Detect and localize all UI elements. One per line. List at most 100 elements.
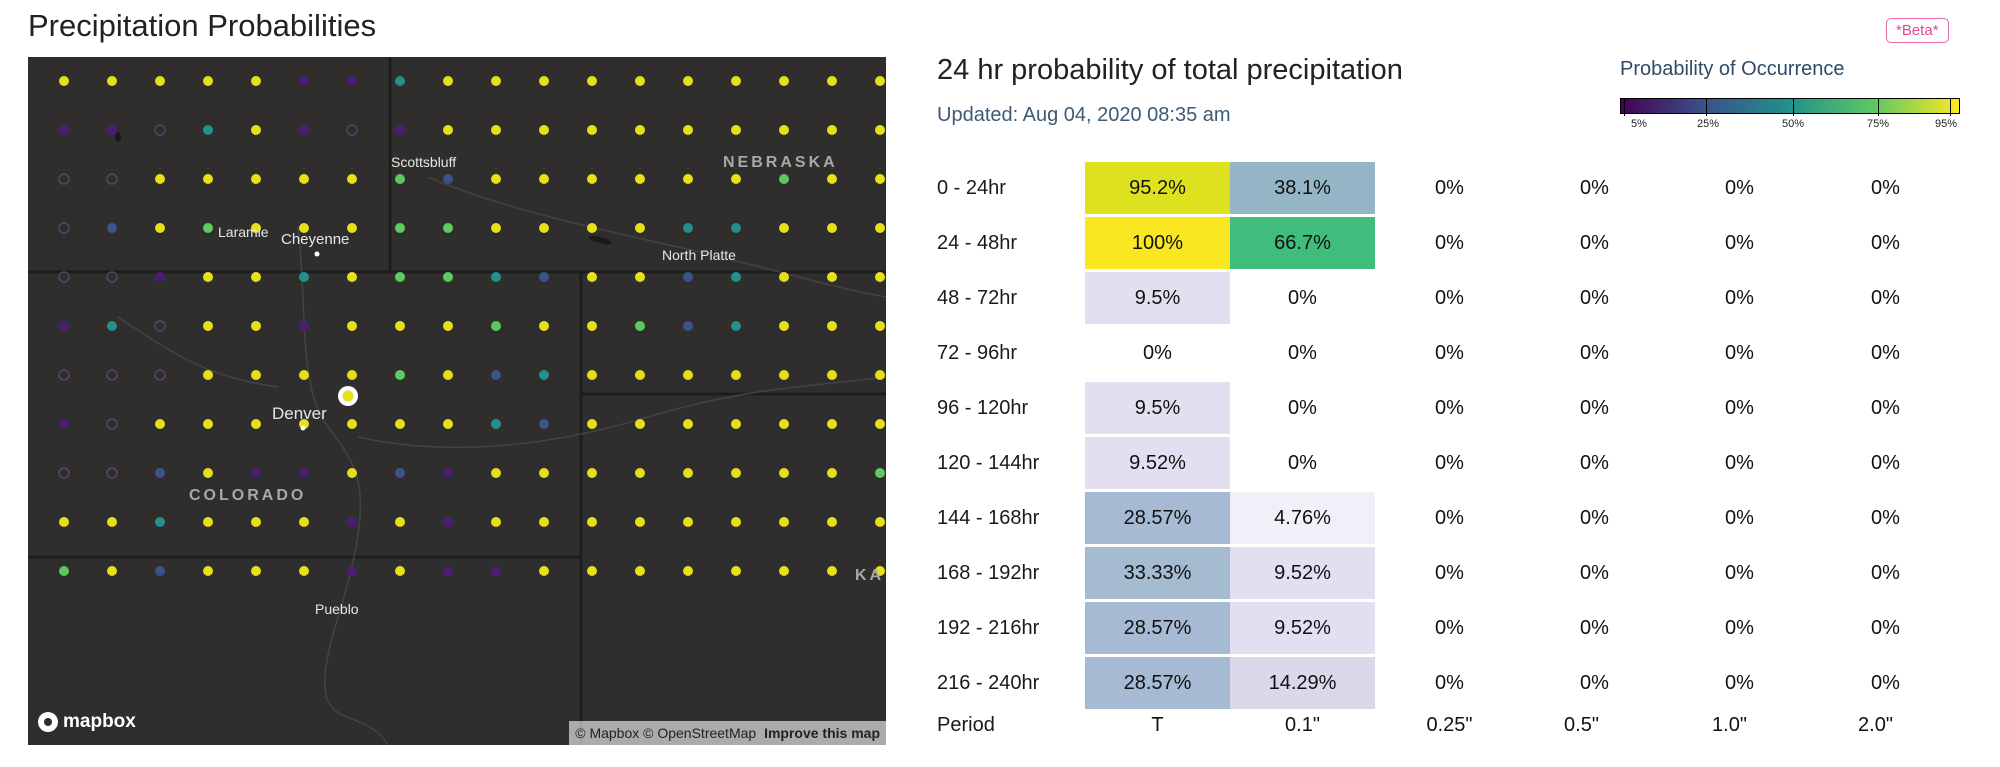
probability-dot[interactable] <box>347 272 357 282</box>
probability-dot[interactable] <box>827 321 837 331</box>
probability-dot[interactable] <box>683 419 693 429</box>
probability-dot[interactable] <box>155 174 165 184</box>
probability-dot[interactable] <box>731 566 741 576</box>
probability-dot[interactable] <box>731 272 741 282</box>
probability-dot[interactable] <box>731 468 741 478</box>
probability-dot[interactable] <box>587 272 597 282</box>
probability-dot[interactable] <box>395 125 405 135</box>
probability-dot[interactable] <box>107 321 117 331</box>
probability-dot[interactable] <box>395 223 405 233</box>
probability-dot[interactable] <box>779 419 789 429</box>
probability-dot[interactable] <box>587 321 597 331</box>
probability-dot[interactable] <box>251 125 261 135</box>
probability-dot[interactable] <box>395 174 405 184</box>
probability-dot[interactable] <box>491 419 501 429</box>
probability-dot[interactable] <box>635 76 645 86</box>
probability-dot[interactable] <box>107 76 117 86</box>
probability-dot[interactable] <box>58 222 70 234</box>
map-canvas[interactable]: Scottsbluff Laramie Cheyenne North Platt… <box>28 57 886 745</box>
probability-dot[interactable] <box>59 566 69 576</box>
probability-dot[interactable] <box>203 370 213 380</box>
probability-dot[interactable] <box>299 76 309 86</box>
probability-dot[interactable] <box>539 223 549 233</box>
probability-dot[interactable] <box>539 566 549 576</box>
probability-dot[interactable] <box>827 223 837 233</box>
probability-dot[interactable] <box>683 223 693 233</box>
probability-dot[interactable] <box>731 76 741 86</box>
probability-dot[interactable] <box>875 272 885 282</box>
probability-dot[interactable] <box>875 125 885 135</box>
probability-dot[interactable] <box>251 517 261 527</box>
probability-dot[interactable] <box>875 223 885 233</box>
probability-dot[interactable] <box>107 566 117 576</box>
probability-dot[interactable] <box>395 566 405 576</box>
probability-dot[interactable] <box>635 125 645 135</box>
probability-dot[interactable] <box>347 76 357 86</box>
probability-dot[interactable] <box>491 370 501 380</box>
probability-dot[interactable] <box>635 321 645 331</box>
probability-dot[interactable] <box>347 419 357 429</box>
probability-dot[interactable] <box>875 321 885 331</box>
probability-dot[interactable] <box>154 369 166 381</box>
probability-dot[interactable] <box>251 272 261 282</box>
probability-dot[interactable] <box>203 174 213 184</box>
probability-dot[interactable] <box>251 76 261 86</box>
probability-dot[interactable] <box>347 566 357 576</box>
probability-dot[interactable] <box>346 124 358 136</box>
probability-dot[interactable] <box>875 370 885 380</box>
probability-dot[interactable] <box>59 517 69 527</box>
probability-dot[interactable] <box>779 125 789 135</box>
probability-dot[interactable] <box>731 517 741 527</box>
probability-dot[interactable] <box>59 76 69 86</box>
probability-dot[interactable] <box>683 566 693 576</box>
probability-dot[interactable] <box>443 223 453 233</box>
probability-dot[interactable] <box>107 125 117 135</box>
probability-dot[interactable] <box>443 566 453 576</box>
probability-dot[interactable] <box>299 517 309 527</box>
probability-dot[interactable] <box>635 223 645 233</box>
probability-dot[interactable] <box>58 369 70 381</box>
probability-dot[interactable] <box>827 517 837 527</box>
probability-dot[interactable] <box>827 370 837 380</box>
probability-dot[interactable] <box>203 419 213 429</box>
probability-dot[interactable] <box>491 272 501 282</box>
probability-dot[interactable] <box>635 272 645 282</box>
probability-dot[interactable] <box>395 370 405 380</box>
probability-dot[interactable] <box>539 419 549 429</box>
probability-dot[interactable] <box>491 517 501 527</box>
probability-dot[interactable] <box>203 76 213 86</box>
probability-dot[interactable] <box>106 369 118 381</box>
probability-dot[interactable] <box>491 76 501 86</box>
probability-dot[interactable] <box>539 517 549 527</box>
probability-dot[interactable] <box>106 467 118 479</box>
probability-dot[interactable] <box>587 125 597 135</box>
probability-dot[interactable] <box>683 468 693 478</box>
probability-dot[interactable] <box>731 321 741 331</box>
probability-dot[interactable] <box>106 173 118 185</box>
probability-dot[interactable] <box>635 370 645 380</box>
probability-dot[interactable] <box>59 125 69 135</box>
map[interactable]: Scottsbluff Laramie Cheyenne North Platt… <box>28 57 886 745</box>
probability-dot[interactable] <box>155 566 165 576</box>
probability-dot[interactable] <box>587 468 597 478</box>
probability-dot[interactable] <box>683 370 693 380</box>
probability-dot[interactable] <box>203 272 213 282</box>
probability-dot[interactable] <box>731 370 741 380</box>
probability-dot[interactable] <box>491 321 501 331</box>
probability-dot[interactable] <box>58 467 70 479</box>
probability-dot[interactable] <box>539 76 549 86</box>
probability-dot[interactable] <box>875 566 885 576</box>
probability-dot[interactable] <box>539 174 549 184</box>
probability-dot[interactable] <box>827 468 837 478</box>
probability-dot[interactable] <box>635 468 645 478</box>
probability-dot[interactable] <box>731 125 741 135</box>
probability-dot[interactable] <box>154 320 166 332</box>
probability-dot[interactable] <box>106 271 118 283</box>
probability-dot[interactable] <box>779 370 789 380</box>
probability-dot[interactable] <box>299 223 309 233</box>
probability-dot[interactable] <box>779 468 789 478</box>
probability-dot[interactable] <box>395 321 405 331</box>
probability-dot[interactable] <box>587 370 597 380</box>
probability-dot[interactable] <box>299 468 309 478</box>
probability-dot[interactable] <box>443 272 453 282</box>
